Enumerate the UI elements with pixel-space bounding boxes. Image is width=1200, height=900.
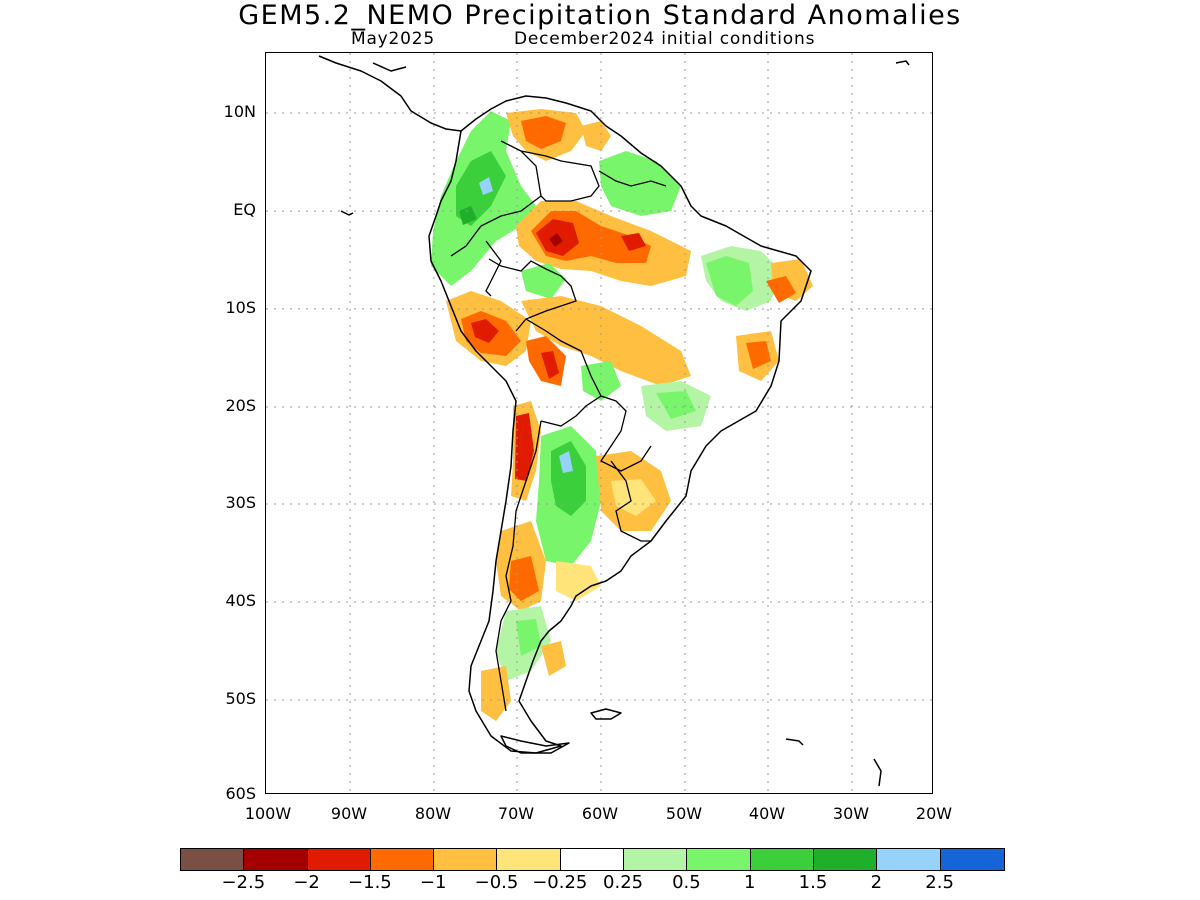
lon-label-20w: 20W (915, 804, 953, 823)
forecast-month: May2025 (351, 29, 436, 49)
lon-label-90w: 90W (330, 804, 368, 823)
lat-label-20s: 20S (225, 396, 256, 415)
colorbar-label: −2.5 (221, 872, 266, 893)
colorbar-label: −1.5 (348, 872, 392, 893)
map-frame (265, 52, 933, 794)
colorbar-swatch (750, 849, 814, 870)
colorbar-swatch (434, 849, 498, 870)
colorbar-swatch (560, 849, 625, 870)
lon-label-50w: 50W (665, 804, 703, 823)
lon-label-40w: 40W (748, 804, 786, 823)
colorbar-label: −0.25 (532, 872, 588, 893)
lat-label-10n: 10N (223, 102, 256, 121)
coastline (318, 55, 910, 787)
colorbar-label: 1 (743, 872, 756, 893)
lat-label-50s: 50S (225, 689, 256, 708)
colorbar-swatch (687, 849, 751, 870)
colorbar-label: 0.25 (603, 872, 644, 893)
colorbar-swatch (181, 849, 245, 870)
colorbar-label: −1 (419, 872, 447, 893)
map-title: GEM5.2_NEMO Precipitation Standard Anoma… (238, 0, 962, 31)
colorbar-label: −2 (293, 872, 320, 893)
colorbar-label: 2.5 (925, 872, 954, 893)
lon-label-70w: 70W (497, 804, 535, 823)
lat-label-eq: EQ (233, 200, 256, 219)
lon-label-60w: 60W (581, 804, 619, 823)
lon-label-80w: 80W (414, 804, 452, 823)
colorbar-swatch (497, 849, 561, 870)
country-borders (450, 140, 667, 712)
colorbar-swatch (624, 849, 688, 870)
lat-label-40s: 40S (225, 591, 256, 610)
colorbar-label: 0.5 (672, 872, 701, 893)
lat-label-60s: 60S (225, 784, 256, 803)
colorbar-swatch (307, 849, 371, 870)
colorbar-label: 2 (870, 872, 883, 893)
colorbar-label: 1.5 (798, 872, 828, 893)
colorbar-swatch (877, 849, 941, 870)
colorbar-swatch (370, 849, 435, 870)
anomaly-fields (431, 109, 813, 721)
initial-conditions-label: December2024 initial conditions (514, 29, 816, 49)
anomaly-map (266, 53, 932, 793)
lat-label-10s: 10S (225, 298, 256, 317)
lon-label-100w: 100W (244, 804, 292, 823)
colorbar-swatch (813, 849, 878, 870)
colorbar-swatch (940, 849, 1004, 870)
colorbar (180, 848, 1005, 871)
colorbar-label: −0.5 (474, 872, 519, 893)
colorbar-swatch (244, 849, 308, 870)
lat-label-30s: 30S (225, 493, 256, 512)
lon-label-30w: 30W (832, 804, 870, 823)
